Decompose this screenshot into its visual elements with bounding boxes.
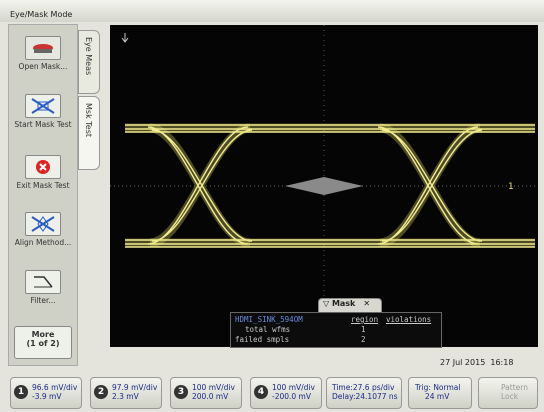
channel-number: 1	[14, 385, 28, 399]
side-panel	[8, 24, 78, 366]
tab-label: Msk Test	[84, 103, 93, 137]
align-method-button[interactable]: Align Method...	[12, 212, 74, 247]
row-value: 1	[361, 325, 366, 334]
msk-test-tab[interactable]: Msk Test	[78, 96, 100, 170]
more-label: More	[15, 330, 71, 339]
channel-offset: -200.0 mV	[272, 392, 311, 401]
channel-scale: 97.9 mV/div	[112, 383, 157, 392]
button-label: Filter...	[30, 296, 55, 305]
trigger-level: 24 mV	[425, 392, 471, 401]
window-title: Eye/Mask Mode	[10, 10, 72, 19]
mask-source: HDMI_SINK_594OM	[235, 315, 303, 324]
channel-scale: 100 mV/div	[192, 383, 235, 392]
column-header: violations	[386, 315, 431, 324]
time-scale: Time:27.6 ps/div	[332, 383, 401, 392]
eye-meas-tab[interactable]: Eye Meas	[78, 30, 100, 94]
button-label: Exit Mask Test	[16, 181, 69, 190]
button-label: Open Mask...	[19, 62, 68, 71]
trigger-mode: Trig: Normal	[415, 383, 471, 392]
button-label: Align Method...	[15, 238, 71, 247]
row-label: total wfms	[245, 325, 290, 334]
tab-label: Eye Meas	[84, 37, 93, 75]
channel-offset: 200.0 mV	[192, 392, 228, 401]
channel-button[interactable]: 4 100 mV/div-200.0 mV	[250, 377, 322, 409]
lock-label: Lock	[501, 392, 537, 401]
mask-title: Mask	[332, 299, 355, 308]
channel-scale: 96.6 mV/div	[32, 383, 77, 392]
channel-offset: 2.3 mV	[112, 392, 139, 401]
row-label: failed smpls	[235, 335, 289, 344]
start-mask-test-button[interactable]: Start Mask Test	[12, 94, 74, 129]
channel-offset: -3.9 mV	[32, 392, 61, 401]
filter-button[interactable]: Filter...	[12, 270, 74, 305]
channel-scale: 100 mV/div	[272, 383, 315, 392]
time-delay: Delay:24.1077 ns	[332, 392, 401, 401]
channel-marker: 1	[508, 182, 514, 192]
row-value: 2	[361, 335, 366, 344]
more-button[interactable]: More(1 of 2)	[14, 326, 72, 359]
title-bar	[0, 0, 544, 22]
mask-panel: HDMI_SINK_594OM region violations total …	[230, 312, 442, 348]
open-mask-button[interactable]: Open Mask...	[12, 36, 74, 71]
button-label: Start Mask Test	[14, 120, 71, 129]
timestamp: 27 Jul 2015 16:18	[440, 358, 513, 367]
column-header: region	[351, 315, 378, 324]
scope-window: {"window_title": "Eye/Mask Mode", "side_…	[0, 0, 544, 412]
channel-number: 2	[94, 385, 108, 399]
pattern-label: Pattern	[501, 383, 537, 392]
channel-number: 3	[174, 385, 188, 399]
channel-button[interactable]: 1 96.6 mV/div-3.9 mV	[10, 377, 82, 409]
more-sub: (1 of 2)	[15, 339, 71, 348]
exit-mask-test-button[interactable]: Exit Mask Test	[12, 155, 74, 190]
channel-number: 4	[254, 385, 268, 399]
